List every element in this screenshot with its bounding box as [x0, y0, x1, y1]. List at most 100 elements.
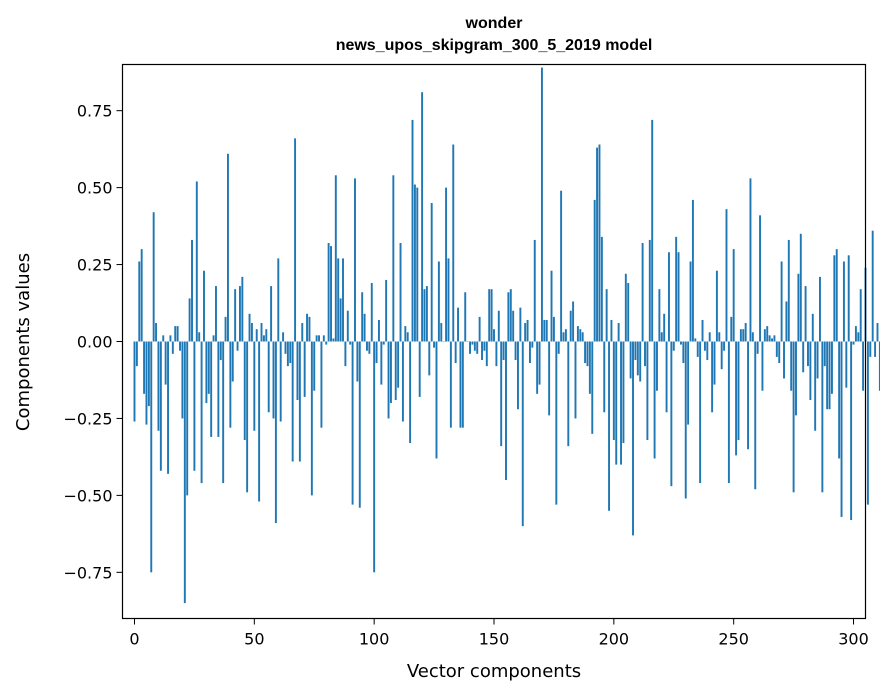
bar [749, 178, 752, 342]
bar [574, 341, 577, 419]
x-tick-label: 250 [718, 630, 749, 649]
bar [878, 341, 880, 391]
bar [531, 341, 534, 348]
bar [250, 323, 253, 342]
bar [186, 341, 189, 496]
bars-group [133, 67, 880, 604]
bar [310, 341, 313, 496]
bar [617, 323, 620, 342]
bar [411, 119, 414, 342]
bar [330, 246, 332, 342]
bar [744, 323, 747, 342]
bar [747, 341, 750, 450]
bar [811, 313, 814, 342]
bar [212, 335, 215, 342]
bar [366, 341, 368, 351]
bar [857, 332, 860, 342]
bar [629, 341, 632, 379]
bar [665, 341, 668, 413]
bar [725, 209, 728, 342]
bar [337, 258, 340, 342]
bar [854, 326, 857, 342]
bar [167, 341, 169, 474]
bar [797, 273, 800, 342]
bar [759, 215, 761, 342]
bar [833, 255, 836, 342]
bar [533, 239, 536, 342]
bar [636, 341, 639, 376]
bar [708, 332, 711, 342]
bar [850, 341, 853, 521]
bar [392, 175, 395, 342]
bar [270, 286, 273, 342]
y-tick-label: 0.75 [77, 102, 113, 121]
bar [430, 203, 433, 342]
bar [715, 270, 718, 342]
bar [802, 341, 805, 373]
bar [677, 252, 680, 342]
bar [380, 341, 383, 385]
bar [294, 138, 297, 342]
bar [814, 341, 817, 431]
bar [147, 341, 150, 407]
bar [425, 286, 428, 342]
bar [179, 341, 181, 351]
bar [495, 341, 498, 367]
bar [203, 270, 205, 342]
bar [143, 341, 146, 394]
bar [238, 286, 241, 342]
bar [363, 313, 366, 342]
bar [322, 335, 325, 342]
bar [622, 341, 625, 444]
bar [505, 341, 507, 480]
bar [318, 335, 320, 342]
y-tick-label: −0.50 [63, 486, 112, 505]
bar [157, 341, 160, 431]
bar [346, 310, 349, 342]
bar [150, 341, 153, 573]
bar [644, 341, 646, 367]
bar [847, 255, 850, 342]
bar [876, 323, 879, 342]
bar [301, 323, 304, 342]
bar [490, 289, 493, 342]
bar [217, 341, 220, 437]
bar [842, 261, 845, 342]
bar [282, 332, 285, 342]
bar [215, 286, 217, 342]
bar [804, 286, 807, 342]
bar [176, 326, 179, 342]
bar [509, 289, 512, 342]
bar [253, 341, 256, 431]
bar [255, 329, 258, 342]
bar [325, 341, 328, 345]
bar [198, 332, 201, 342]
bar [387, 341, 390, 419]
bar [783, 341, 785, 379]
bar [807, 341, 809, 367]
bar [385, 279, 388, 342]
bar [766, 326, 769, 342]
bar [651, 119, 654, 342]
bar [404, 326, 407, 342]
bar [397, 341, 400, 388]
bar [682, 341, 685, 364]
bar [356, 341, 359, 382]
bar [821, 341, 824, 493]
bar [646, 341, 649, 440]
bar [718, 332, 721, 342]
bar [552, 316, 555, 342]
bar [828, 341, 831, 410]
y-tick-label: −0.75 [63, 563, 112, 582]
ticks-group: 0 50 100 150 200 250 300 −0.75 −0.50 −0.25 0.00 0.2… [63, 102, 868, 649]
bar [416, 187, 419, 342]
bar [428, 341, 431, 376]
bar [593, 199, 596, 342]
bar [586, 341, 589, 367]
bar [308, 316, 311, 342]
bar [579, 329, 582, 342]
bar [840, 341, 843, 517]
bar [703, 341, 706, 351]
bar [720, 341, 723, 370]
bar [819, 276, 821, 342]
